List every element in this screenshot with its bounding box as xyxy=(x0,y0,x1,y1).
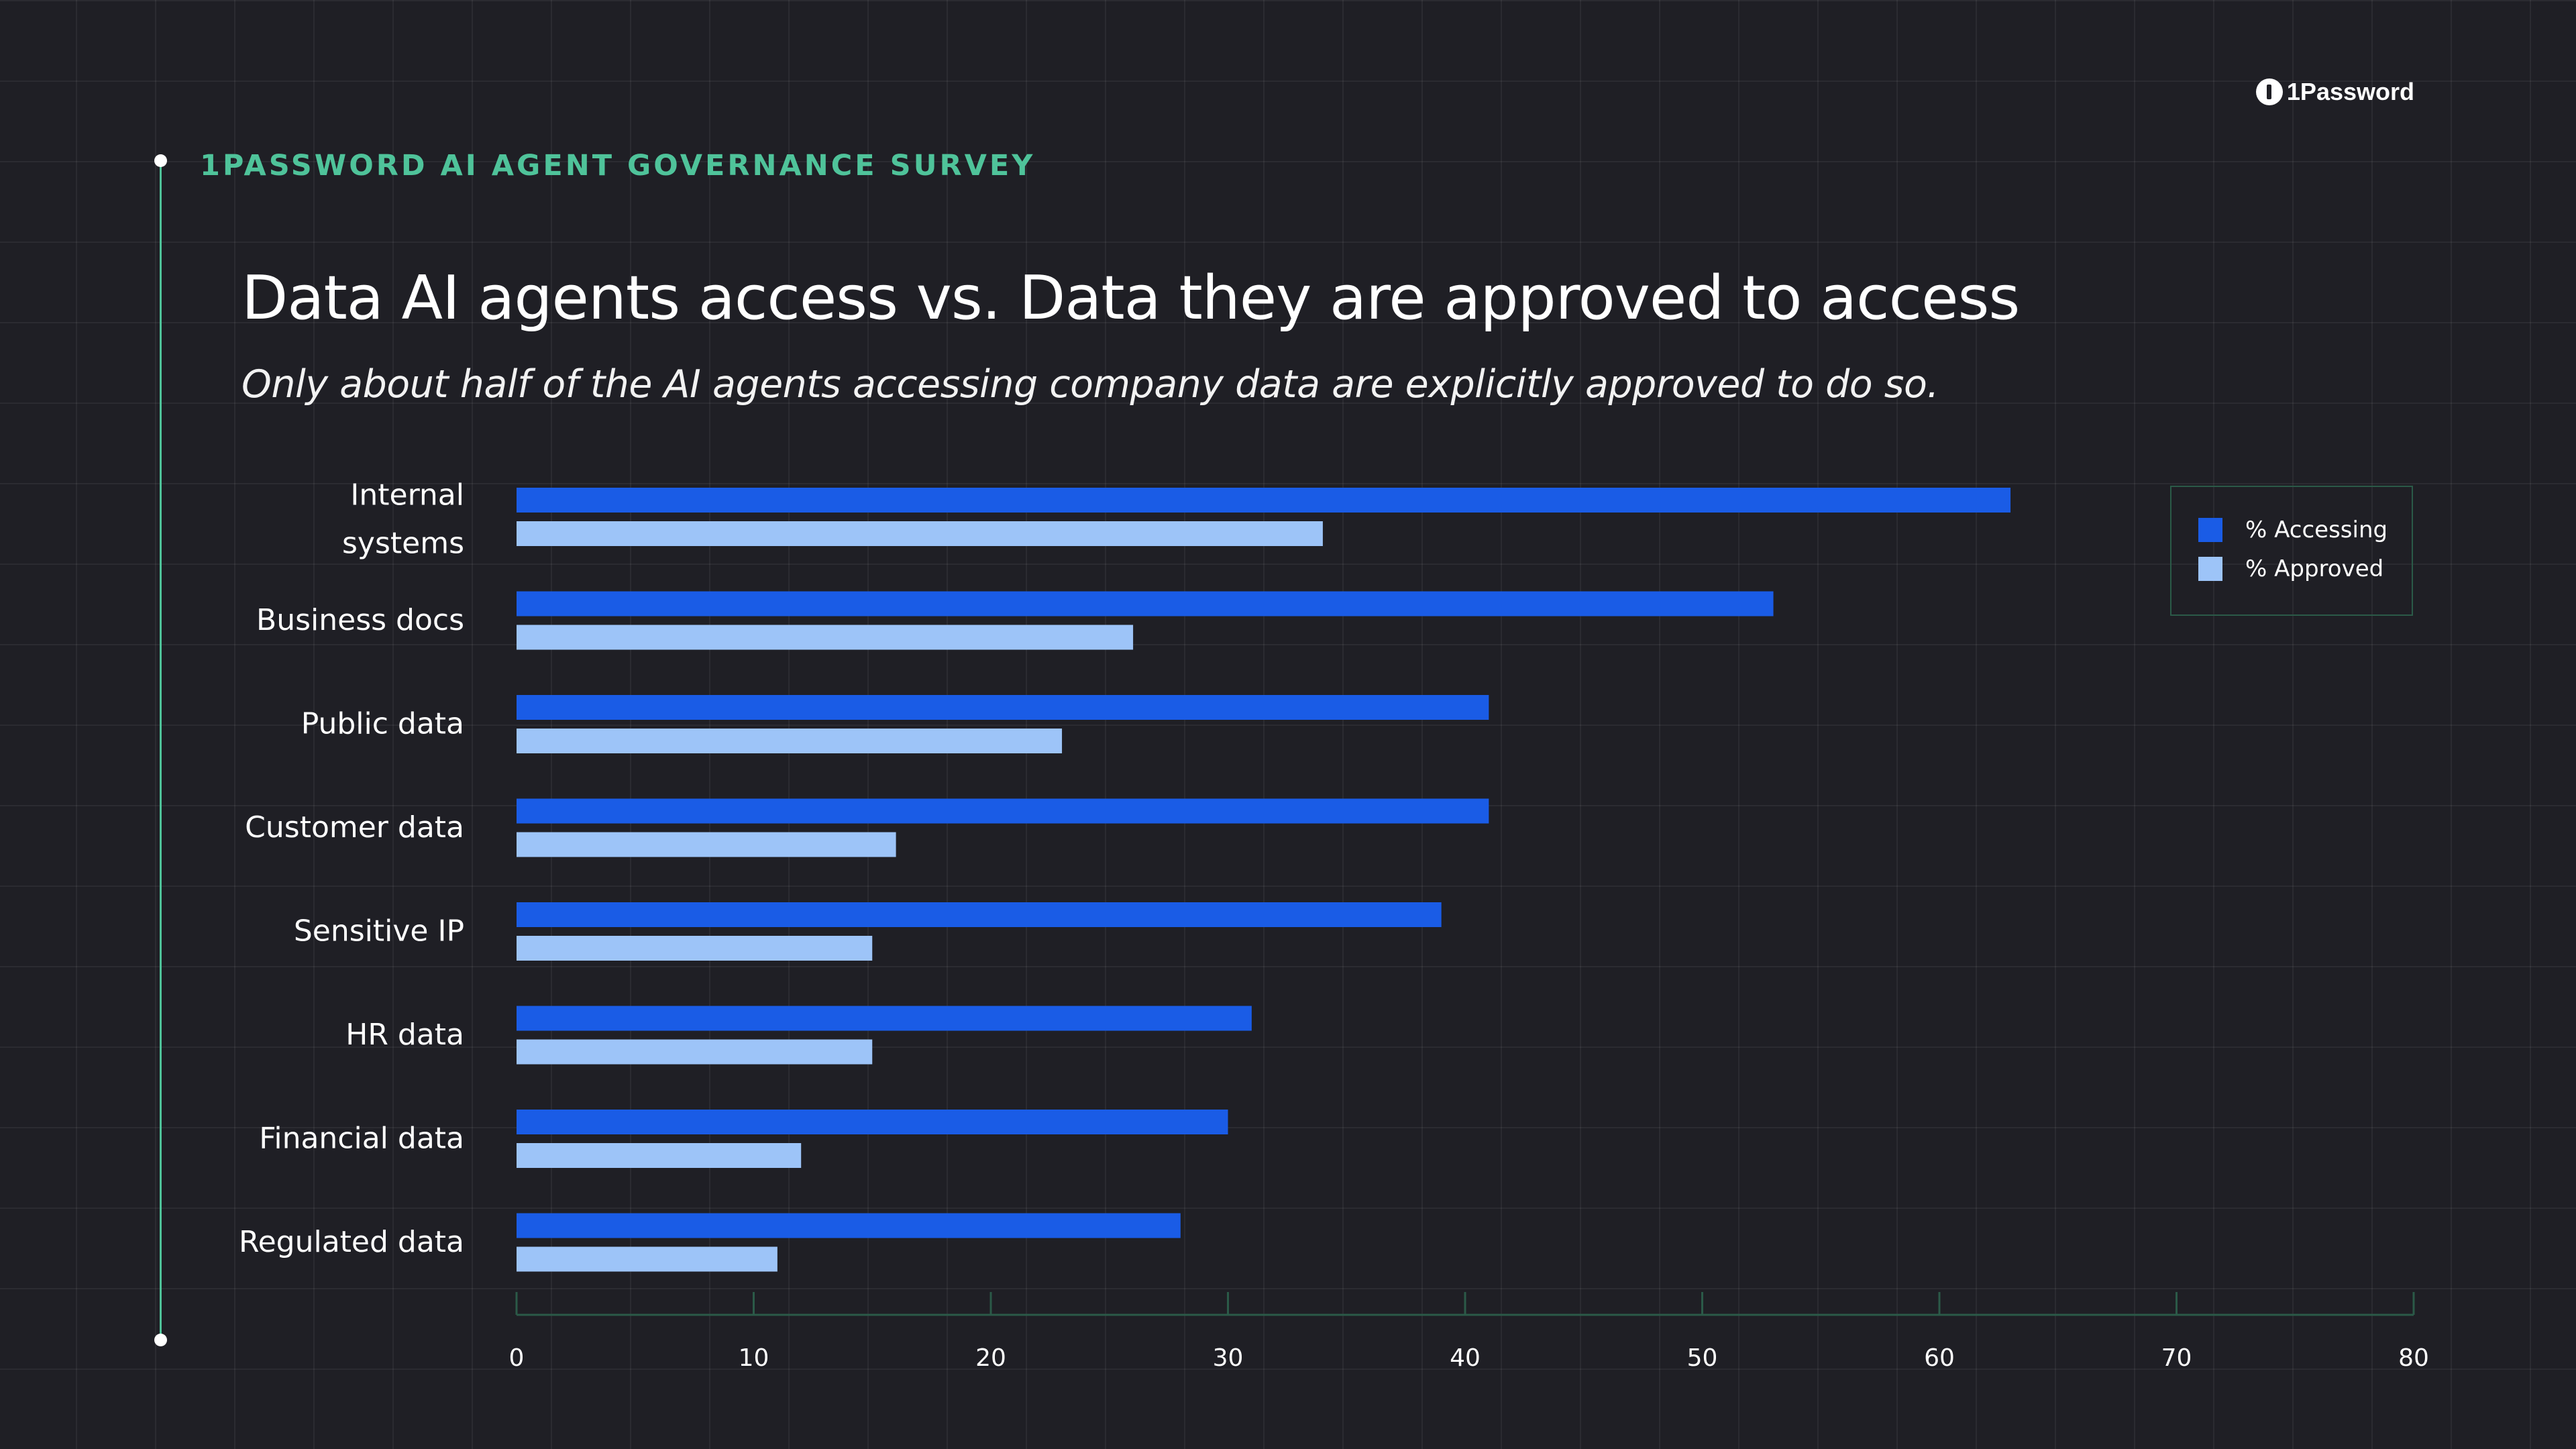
category-label: Sensitive IP xyxy=(294,914,464,949)
x-tick-label: 30 xyxy=(1213,1344,1244,1372)
chart-subtitle: Only about half of the AI agents accessi… xyxy=(241,362,1939,407)
category-label: Public data xyxy=(301,707,464,741)
x-tick-label: 60 xyxy=(1924,1344,1955,1372)
category-label: Regulated data xyxy=(239,1225,464,1259)
timeline-dot-top xyxy=(154,154,167,167)
category-label: Internal systems xyxy=(342,478,464,561)
timeline-dot-bottom xyxy=(154,1334,167,1346)
1password-logo-icon xyxy=(2255,78,2283,105)
bar-regulated-data-accessing xyxy=(517,1213,1181,1238)
legend-item-approved: % Approved xyxy=(2198,555,2383,582)
bar-hr-data-approved xyxy=(517,1039,873,1065)
bar-sensitive-ip-approved xyxy=(517,936,873,961)
bar-financial-data-accessing xyxy=(517,1110,1228,1134)
chart-legend: % Accessing % Approved xyxy=(2170,486,2413,616)
survey-label: 1PASSWORD AI AGENT GOVERNANCE SURVEY xyxy=(200,149,1036,182)
legend-swatch-approved xyxy=(2198,557,2222,581)
x-tick-label: 10 xyxy=(739,1344,769,1372)
legend-label-approved: % Approved xyxy=(2245,555,2384,582)
bar-regulated-data-approved xyxy=(517,1246,777,1272)
legend-swatch-accessing xyxy=(2198,518,2222,542)
x-tick-label: 80 xyxy=(2398,1344,2429,1372)
bar-financial-data-approved xyxy=(517,1143,802,1168)
category-label: Customer data xyxy=(245,810,464,845)
chart-title: Data AI agents access vs. Data they are … xyxy=(241,263,2020,333)
bar-sensitive-ip-accessing xyxy=(517,902,1442,927)
bar-public-data-approved xyxy=(517,729,1063,753)
legend-label-accessing: % Accessing xyxy=(2245,517,2388,543)
x-tick-label: 70 xyxy=(2161,1344,2192,1372)
timeline-rule xyxy=(160,161,162,1340)
x-tick-label: 50 xyxy=(1687,1344,1718,1372)
brand-name: 1Password xyxy=(2286,78,2414,105)
x-tick-label: 0 xyxy=(509,1344,525,1372)
bar-business-docs-accessing xyxy=(517,591,1774,616)
bar-customer-data-accessing xyxy=(517,798,1489,824)
x-tick-label: 40 xyxy=(1450,1344,1481,1372)
bar-business-docs-approved xyxy=(517,625,1134,650)
category-label: Financial data xyxy=(259,1122,464,1156)
bar-hr-data-accessing xyxy=(517,1006,1252,1031)
x-tick-label: 20 xyxy=(975,1344,1006,1372)
brand-logo: 1Password xyxy=(2255,78,2414,106)
category-label: Business docs xyxy=(256,603,464,637)
category-label: HR data xyxy=(345,1018,464,1052)
bar-internal-systems-accessing xyxy=(517,488,2011,513)
bar-internal-systems-approved xyxy=(517,521,1323,546)
bar-public-data-accessing xyxy=(517,695,1489,720)
bar-customer-data-approved xyxy=(517,832,896,857)
legend-item-accessing: % Accessing xyxy=(2198,517,2387,543)
